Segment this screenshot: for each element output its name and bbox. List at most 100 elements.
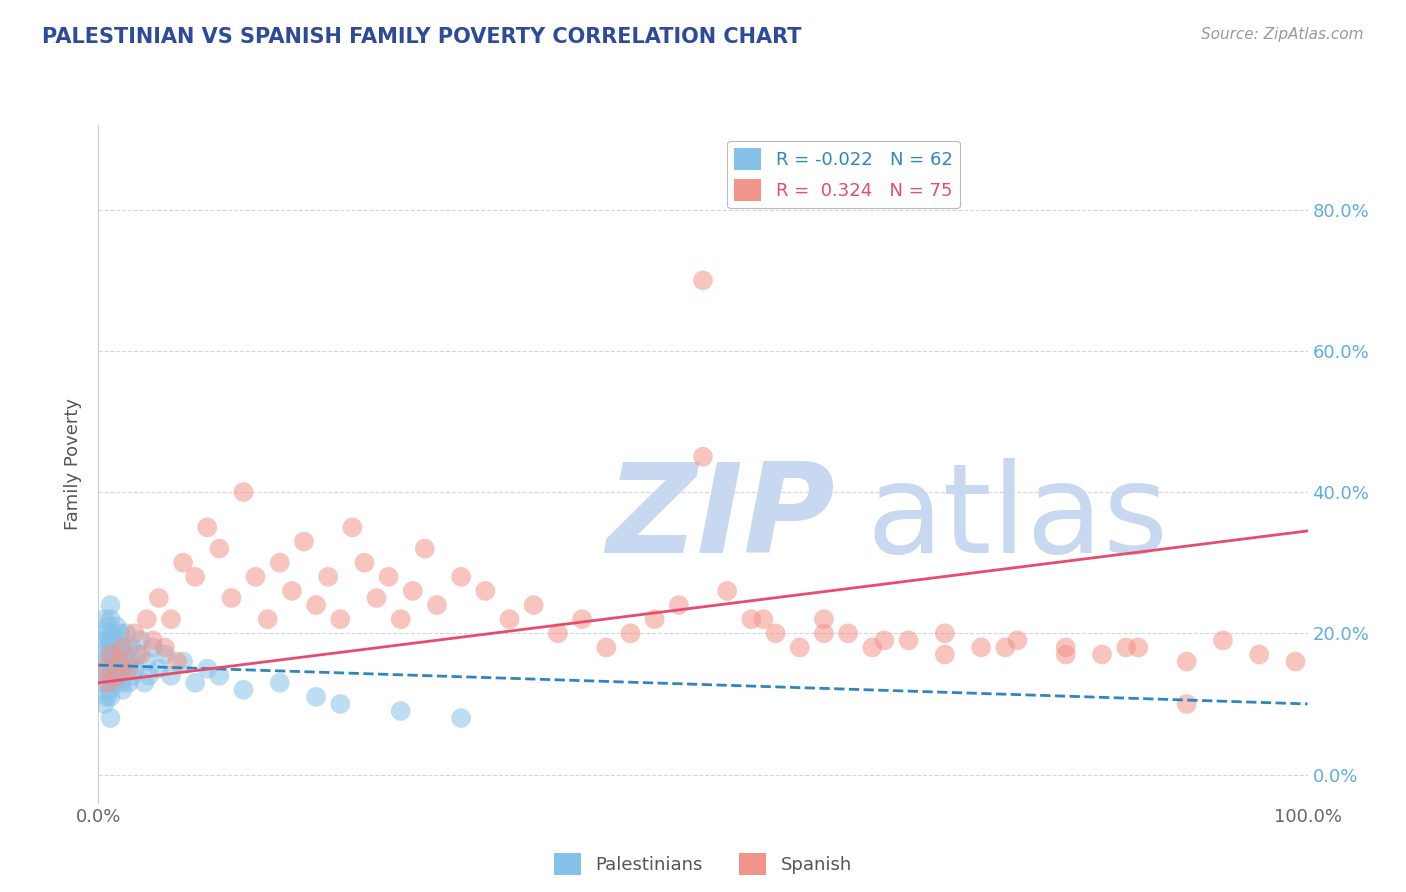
- Point: [110, 675, 132, 690]
- Point: [256, 612, 278, 626]
- Point: [208, 669, 231, 683]
- Point: [93, 655, 115, 669]
- Point: [138, 669, 160, 683]
- Point: [232, 485, 254, 500]
- Point: [195, 520, 218, 534]
- Point: [1212, 633, 1234, 648]
- Point: [97, 662, 120, 676]
- Point: [740, 612, 762, 626]
- Point: [353, 556, 375, 570]
- Point: [474, 584, 496, 599]
- Point: [108, 655, 131, 669]
- Point: [101, 655, 124, 669]
- Text: ZIP: ZIP: [606, 458, 835, 579]
- Text: PALESTINIAN VS SPANISH FAMILY POVERTY CORRELATION CHART: PALESTINIAN VS SPANISH FAMILY POVERTY CO…: [42, 27, 801, 46]
- Point: [142, 633, 165, 648]
- Point: [98, 633, 121, 648]
- Point: [108, 626, 131, 640]
- Point: [148, 662, 170, 676]
- Point: [107, 669, 129, 683]
- Point: [873, 633, 896, 648]
- Point: [860, 640, 883, 655]
- Point: [426, 598, 449, 612]
- Point: [105, 619, 128, 633]
- Point: [111, 640, 134, 655]
- Point: [1054, 640, 1077, 655]
- Point: [692, 450, 714, 464]
- Point: [292, 534, 315, 549]
- Point: [93, 675, 115, 690]
- Point: [668, 598, 690, 612]
- Point: [692, 273, 714, 287]
- Point: [813, 612, 835, 626]
- Point: [98, 682, 121, 697]
- Point: [134, 675, 156, 690]
- Point: [124, 662, 146, 676]
- Point: [100, 648, 122, 662]
- Point: [111, 662, 134, 676]
- Point: [1284, 655, 1306, 669]
- Point: [571, 612, 593, 626]
- Point: [120, 640, 142, 655]
- Point: [97, 640, 120, 655]
- Point: [269, 675, 291, 690]
- Point: [105, 669, 128, 683]
- Point: [184, 570, 207, 584]
- Point: [96, 626, 118, 640]
- Point: [93, 662, 115, 676]
- Point: [118, 655, 141, 669]
- Point: [93, 612, 115, 626]
- Point: [1054, 648, 1077, 662]
- Point: [269, 556, 291, 570]
- Point: [166, 655, 188, 669]
- Point: [245, 570, 267, 584]
- Point: [305, 690, 328, 704]
- Point: [716, 584, 738, 599]
- Point: [111, 640, 134, 655]
- Point: [366, 591, 388, 605]
- Point: [1115, 640, 1137, 655]
- Point: [305, 598, 328, 612]
- Point: [100, 648, 122, 662]
- Point: [100, 612, 122, 626]
- Point: [450, 711, 472, 725]
- Legend: Palestinians, Spanish: Palestinians, Spanish: [547, 846, 859, 882]
- Point: [329, 697, 352, 711]
- Text: Source: ZipAtlas.com: Source: ZipAtlas.com: [1201, 27, 1364, 42]
- Point: [172, 655, 194, 669]
- Point: [498, 612, 520, 626]
- Point: [208, 541, 231, 556]
- Point: [121, 669, 143, 683]
- Point: [100, 633, 122, 648]
- Point: [1175, 697, 1198, 711]
- Point: [402, 584, 425, 599]
- Point: [101, 626, 124, 640]
- Point: [1128, 640, 1150, 655]
- Point: [547, 626, 569, 640]
- Point: [97, 675, 120, 690]
- Point: [153, 640, 176, 655]
- Point: [114, 648, 136, 662]
- Point: [644, 612, 666, 626]
- Point: [329, 612, 352, 626]
- Point: [316, 570, 339, 584]
- Point: [104, 662, 127, 676]
- Point: [100, 711, 122, 725]
- Point: [1007, 633, 1029, 648]
- Point: [1175, 655, 1198, 669]
- Point: [172, 556, 194, 570]
- Point: [377, 570, 399, 584]
- Point: [107, 633, 129, 648]
- Point: [135, 655, 157, 669]
- Point: [595, 640, 617, 655]
- Y-axis label: Family Poverty: Family Poverty: [65, 398, 83, 530]
- Point: [103, 640, 125, 655]
- Point: [153, 648, 176, 662]
- Point: [148, 591, 170, 605]
- Point: [195, 662, 218, 676]
- Point: [108, 655, 131, 669]
- Point: [994, 640, 1017, 655]
- Point: [837, 626, 859, 640]
- Point: [232, 682, 254, 697]
- Point: [96, 690, 118, 704]
